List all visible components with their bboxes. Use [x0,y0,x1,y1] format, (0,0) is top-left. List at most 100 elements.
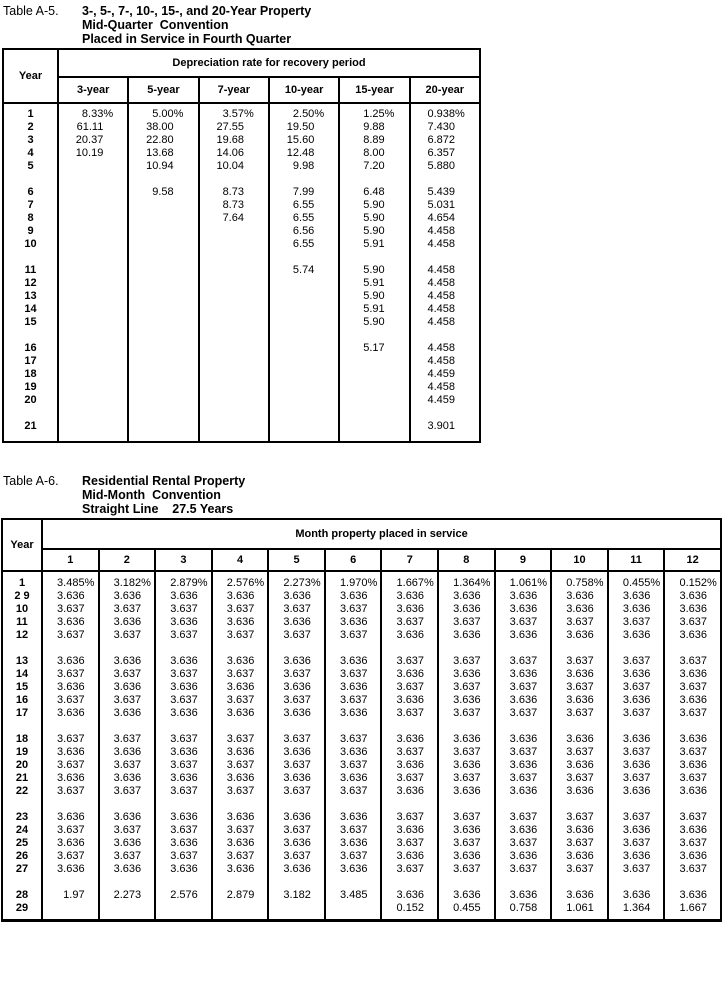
value-cell: 3.637 [663,616,722,629]
value-cell: 3.637 [380,746,440,759]
value-cell: 3.636 [380,759,440,772]
value-cell: 3.637 [663,837,722,850]
value-cell [197,303,270,316]
value-cell: 8.33% [56,103,130,121]
value-cell [127,342,200,355]
value-cell: 3.637 [323,850,383,863]
value-cell: 6.48 [338,186,411,199]
value-cell: 5.031 [408,199,482,212]
value-cell: 3.485% [41,571,100,590]
year-cell: 18 [1,733,43,746]
column-header-row: 3-year 5-year 7-year 10-year 15-year 20-year [3,76,482,104]
value-cell: 3.637 [380,655,440,668]
value-cell: 5.880 [408,160,482,173]
value-cell: 3.636 [97,746,157,759]
value-cell: 3.637 [41,629,100,642]
value-cell: 3.636 [267,772,326,785]
column-header-cell: 3-year [56,76,130,104]
value-cell: 0.938% [408,103,482,121]
value-cell: 3.636 [663,759,722,772]
table-row: 16 3.637 3.637 3.637 3.637 3.637 3.637 3.636 3.6… [1,694,722,707]
value-cell: 22.80 [127,134,200,147]
value-cell [323,720,383,733]
value-cell: 2.50% [267,103,341,121]
value-cell: 3.636 [97,837,157,850]
value-cell: 3.636 [210,746,270,759]
value-cell: 3.637 [323,603,383,616]
value-cell [408,407,482,420]
value-cell: 3.636 [323,811,383,824]
value-cell: 0.455 [437,902,496,921]
value-cell [550,876,609,889]
value-cell: 9.98 [267,160,341,173]
value-cell: 3.637 [41,785,100,798]
value-cell: 14.06 [197,147,270,160]
value-cell: 3.636 [267,863,326,876]
year-cell: 14 [1,668,43,681]
value-cell [380,642,440,655]
value-cell: 8.00 [338,147,411,160]
value-cell: 3.637 [41,733,100,746]
value-cell: 3.636 [380,694,440,707]
value-cell: 3.636 [154,616,213,629]
value-cell [56,199,130,212]
value-cell [267,368,341,381]
value-cell [267,355,341,368]
value-cell: 3.637 [210,759,270,772]
year-cell: 17 [2,355,59,368]
value-cell: 3.637 [41,850,100,863]
value-cell: 3.636 [323,616,383,629]
value-cell [380,876,440,889]
value-cell: 3.636 [437,590,496,603]
value-cell [97,902,157,921]
value-cell: 10.19 [56,147,130,160]
value-cell: 3.637 [437,681,496,694]
value-cell: 3.636 [663,590,722,603]
value-cell: 3.636 [550,733,609,746]
table-a5-title: 3-, 5-, 7-, 10-, 15-, and 20-Year Proper… [82,4,311,46]
value-cell [197,238,270,251]
column-header-cell: 5-year [127,76,200,104]
value-cell: 3.637 [97,668,157,681]
year-cell: 21 [1,772,43,785]
value-cell [267,316,341,329]
value-cell: 3.637 [323,629,383,642]
value-cell [56,342,130,355]
value-cell [210,798,270,811]
table-row: 12 3.637 3.637 3.637 3.637 3.637 3.637 3.636 3.6… [1,629,722,642]
value-cell: 4.458 [408,277,482,290]
value-cell: 3.636 [493,889,553,902]
value-cell: 3.636 [97,616,157,629]
value-cell: 3.636 [663,733,722,746]
value-cell: 5.91 [338,238,411,251]
value-cell: 4.458 [408,238,482,251]
value-cell: 3.636 [267,655,326,668]
spacer-row [1,720,722,733]
year-column-header: Year [1,518,43,572]
value-cell: 3.637 [323,759,383,772]
value-cell [267,720,326,733]
value-cell [338,355,411,368]
value-cell: 3.636 [210,707,270,720]
value-cell: 3.637 [97,603,157,616]
value-cell: 1.25% [338,103,411,121]
value-cell: 3.636 [154,772,213,785]
value-cell: 3.637 [154,759,213,772]
value-cell: 3.637 [550,707,609,720]
value-cell [210,720,270,733]
table-row: 24 3.637 3.637 3.637 3.637 3.637 3.637 3.636 3.6… [1,824,722,837]
value-cell: 3.636 [154,707,213,720]
value-cell: 3.636 [97,681,157,694]
value-cell: 4.458 [408,355,482,368]
value-cell: 3.637 [267,603,326,616]
value-cell: 3.636 [493,629,553,642]
value-cell: 3.637 [550,811,609,824]
value-cell: 3.57% [197,103,270,121]
table-row: 11 3.636 3.636 3.636 3.636 3.636 3.636 3.637 3.6… [1,616,722,629]
value-cell [127,407,200,420]
table-row: 20 3.637 3.637 3.637 3.637 3.637 3.637 3.636 3.6… [1,759,722,772]
value-cell: 3.636 [380,889,440,902]
value-cell: 2.576% [210,571,270,590]
value-cell: 3.636 [41,772,100,785]
value-cell: 3.637 [380,772,440,785]
